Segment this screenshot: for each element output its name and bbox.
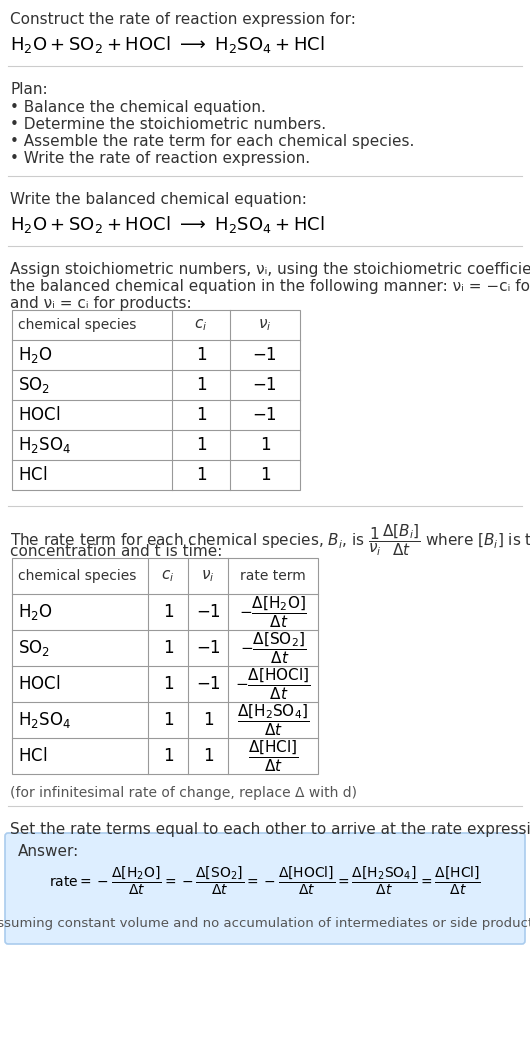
Text: $\mathrm{rate} = -\dfrac{\Delta[\mathrm{H_2O}]}{\Delta t} = -\dfrac{\Delta[\math: $\mathrm{rate} = -\dfrac{\Delta[\mathrm{… bbox=[49, 865, 481, 897]
Text: 1: 1 bbox=[196, 406, 206, 424]
Text: The rate term for each chemical species, $B_i$, is $\dfrac{1}{\nu_i}\dfrac{\Delt: The rate term for each chemical species,… bbox=[10, 522, 530, 557]
Bar bbox=[12, 559, 318, 774]
Text: $\mathrm{H_2SO_4}$: $\mathrm{H_2SO_4}$ bbox=[18, 710, 71, 730]
Text: 1: 1 bbox=[163, 675, 173, 693]
Text: $\nu_i$: $\nu_i$ bbox=[258, 317, 272, 332]
Text: Plan:: Plan: bbox=[10, 82, 48, 97]
Text: • Balance the chemical equation.: • Balance the chemical equation. bbox=[10, 100, 266, 115]
Text: $\mathrm{SO_2}$: $\mathrm{SO_2}$ bbox=[18, 638, 50, 658]
Text: rate term: rate term bbox=[240, 569, 306, 584]
Text: $\mathregular{H_2O + SO_2 + HOCl\ \longrightarrow\ H_2SO_4 + HCl}$: $\mathregular{H_2O + SO_2 + HOCl\ \longr… bbox=[10, 214, 325, 235]
Text: −1: −1 bbox=[196, 639, 220, 658]
Text: $\mathrm{HOCl}$: $\mathrm{HOCl}$ bbox=[18, 406, 60, 424]
Text: (for infinitesimal rate of change, replace Δ with d): (for infinitesimal rate of change, repla… bbox=[10, 786, 357, 800]
Text: $\dfrac{\Delta[\mathrm{H_2SO_4}]}{\Delta t}$: $\dfrac{\Delta[\mathrm{H_2SO_4}]}{\Delta… bbox=[237, 702, 309, 738]
Text: Set the rate terms equal to each other to arrive at the rate expression:: Set the rate terms equal to each other t… bbox=[10, 822, 530, 837]
Text: chemical species: chemical species bbox=[18, 318, 136, 332]
Text: $\nu_i$: $\nu_i$ bbox=[201, 568, 215, 584]
Text: Assign stoichiometric numbers, νᵢ, using the stoichiometric coefficients, cᵢ, fr: Assign stoichiometric numbers, νᵢ, using… bbox=[10, 262, 530, 277]
Text: −1: −1 bbox=[196, 675, 220, 693]
Text: $-\dfrac{\Delta[\mathrm{HOCl}]}{\Delta t}$: $-\dfrac{\Delta[\mathrm{HOCl}]}{\Delta t… bbox=[235, 666, 311, 702]
Text: the balanced chemical equation in the following manner: νᵢ = −cᵢ for reactants: the balanced chemical equation in the fo… bbox=[10, 279, 530, 294]
Text: $\mathrm{SO_2}$: $\mathrm{SO_2}$ bbox=[18, 375, 50, 395]
Text: $c_i$: $c_i$ bbox=[195, 317, 208, 332]
FancyBboxPatch shape bbox=[5, 833, 525, 944]
Text: • Assemble the rate term for each chemical species.: • Assemble the rate term for each chemic… bbox=[10, 134, 414, 149]
Text: −1: −1 bbox=[253, 406, 277, 424]
Text: and νᵢ = cᵢ for products:: and νᵢ = cᵢ for products: bbox=[10, 296, 192, 311]
Text: 1: 1 bbox=[163, 639, 173, 658]
Text: $\mathrm{HCl}$: $\mathrm{HCl}$ bbox=[18, 747, 47, 765]
Text: $\dfrac{\Delta[\mathrm{HCl}]}{\Delta t}$: $\dfrac{\Delta[\mathrm{HCl}]}{\Delta t}$ bbox=[248, 738, 298, 774]
Text: $\mathrm{HCl}$: $\mathrm{HCl}$ bbox=[18, 466, 47, 483]
Text: −1: −1 bbox=[253, 376, 277, 394]
Text: $-\dfrac{\Delta[\mathrm{H_2O}]}{\Delta t}$: $-\dfrac{\Delta[\mathrm{H_2O}]}{\Delta t… bbox=[239, 594, 307, 629]
Text: 1: 1 bbox=[196, 466, 206, 483]
Text: $\mathrm{H_2O}$: $\mathrm{H_2O}$ bbox=[18, 602, 52, 622]
Text: 1: 1 bbox=[196, 436, 206, 454]
Text: Write the balanced chemical equation:: Write the balanced chemical equation: bbox=[10, 192, 307, 207]
Text: $\mathrm{H_2SO_4}$: $\mathrm{H_2SO_4}$ bbox=[18, 435, 71, 455]
Text: −1: −1 bbox=[253, 346, 277, 364]
Text: 1: 1 bbox=[163, 747, 173, 765]
Text: 1: 1 bbox=[196, 346, 206, 364]
Text: $\mathrm{H_2O}$: $\mathrm{H_2O}$ bbox=[18, 345, 52, 365]
Text: Construct the rate of reaction expression for:: Construct the rate of reaction expressio… bbox=[10, 13, 356, 27]
Text: −1: −1 bbox=[196, 603, 220, 621]
Text: • Determine the stoichiometric numbers.: • Determine the stoichiometric numbers. bbox=[10, 117, 326, 132]
Text: chemical species: chemical species bbox=[18, 569, 136, 584]
Text: $\mathrm{HOCl}$: $\mathrm{HOCl}$ bbox=[18, 675, 60, 693]
Text: 1: 1 bbox=[202, 711, 213, 729]
Text: • Write the rate of reaction expression.: • Write the rate of reaction expression. bbox=[10, 151, 310, 166]
Text: 1: 1 bbox=[196, 376, 206, 394]
Text: Answer:: Answer: bbox=[18, 844, 80, 859]
Text: 1: 1 bbox=[260, 436, 270, 454]
Text: 1: 1 bbox=[260, 466, 270, 483]
Text: concentration and t is time:: concentration and t is time: bbox=[10, 544, 223, 559]
Bar bbox=[12, 311, 300, 490]
Text: $c_i$: $c_i$ bbox=[161, 568, 175, 584]
Text: $\mathregular{H_2O + SO_2 + HOCl\ \longrightarrow\ H_2SO_4 + HCl}$: $\mathregular{H_2O + SO_2 + HOCl\ \longr… bbox=[10, 34, 325, 55]
Text: (assuming constant volume and no accumulation of intermediates or side products): (assuming constant volume and no accumul… bbox=[0, 917, 530, 929]
Text: $-\dfrac{\Delta[\mathrm{SO_2}]}{\Delta t}$: $-\dfrac{\Delta[\mathrm{SO_2}]}{\Delta t… bbox=[240, 630, 306, 666]
Text: 1: 1 bbox=[163, 603, 173, 621]
Text: 1: 1 bbox=[202, 747, 213, 765]
Text: 1: 1 bbox=[163, 711, 173, 729]
